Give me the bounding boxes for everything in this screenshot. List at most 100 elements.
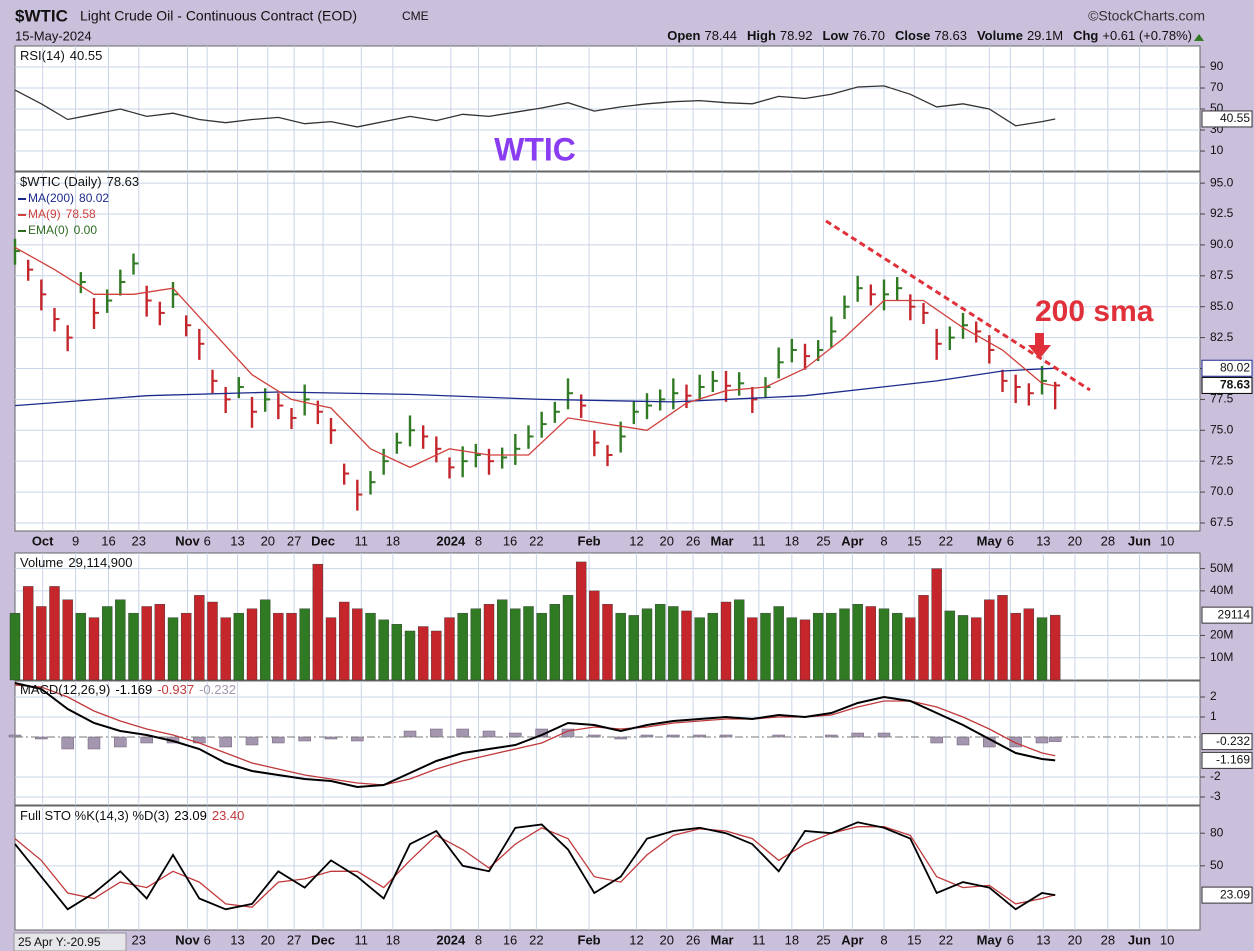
histogram-bar (87, 736, 101, 750)
x-tick-label: 18 (785, 533, 799, 548)
x-tick-label: Jun (1128, 932, 1151, 947)
volume-bar (575, 561, 587, 681)
x-tick-label: 20 (1068, 932, 1082, 947)
volume-bar (839, 608, 850, 681)
value-box (1201, 606, 1253, 624)
volume-bar (299, 608, 310, 681)
quote-value: +0.61 (+0.78%) (1102, 28, 1192, 43)
histogram-bar (877, 732, 891, 738)
x-tick-label: 12 (629, 932, 643, 947)
x-tick-label: May (977, 533, 1003, 548)
x-tick-label: 16 (503, 932, 517, 947)
histogram-bar (509, 732, 522, 738)
y-tick-label: 67.5 (1210, 515, 1234, 529)
volume-bar (1036, 617, 1048, 681)
y-tick-label: 75.0 (1210, 422, 1234, 436)
volume-bar (141, 606, 152, 681)
legend-part: 40.55 (70, 48, 103, 63)
volume-bar (483, 604, 495, 681)
arrow-shaft (1035, 333, 1044, 347)
legend-part: -1.169 (115, 682, 152, 697)
volume-bar (391, 624, 403, 681)
x-tick-label: Feb (578, 533, 601, 548)
volume-bar (707, 612, 719, 681)
y-tick-label: 82.5 (1210, 330, 1234, 344)
volume-bar (865, 606, 877, 681)
k-line (14, 821, 1056, 911)
quote-label: Low (822, 28, 849, 43)
volume-bar (470, 608, 482, 681)
trend-line (825, 219, 1091, 392)
volume-bar (826, 612, 837, 681)
legend-part: EMA(0) (28, 223, 69, 237)
x-tick-label: 6 (204, 932, 211, 947)
x-tick-label: Mar (710, 932, 733, 947)
volume-bar (365, 612, 376, 681)
volume-bar (273, 612, 284, 681)
volume-bar (562, 595, 574, 681)
y-tick-label: 87.5 (1210, 268, 1234, 282)
legend-entry: MACD(12,26,9) -1.169 -0.937 -0.232 (20, 682, 236, 697)
histogram-bar (561, 728, 575, 738)
legend-part: $WTIC (Daily) (20, 174, 102, 189)
x-tick-label: 8 (880, 932, 887, 947)
volume-bar (760, 612, 771, 681)
x-tick-label: 10 (1160, 932, 1174, 947)
histogram-bar (851, 732, 864, 738)
annotation-note: 200 sma (1035, 295, 1154, 328)
volume-bar (444, 617, 455, 681)
x-tick-label: Dec (311, 533, 335, 548)
y-tick-label: 80 (1210, 825, 1224, 839)
volume-bar (931, 568, 942, 681)
x-tick-label: Dec (311, 932, 335, 947)
volume-bar (799, 619, 811, 681)
x-tick-label: Feb (578, 932, 601, 947)
volume-bar (88, 617, 100, 681)
volume-bar (1023, 608, 1035, 681)
x-tick-label: Apr (841, 533, 863, 548)
volume-bar (259, 599, 271, 681)
volume-bar (510, 608, 521, 681)
x-tick-label: 20 (261, 533, 275, 548)
value-box-label: -1.169 (1216, 753, 1250, 767)
panel-background (14, 805, 1201, 931)
panel-background (14, 171, 1201, 532)
legend-part: MA(9) (28, 207, 61, 221)
legend-entry: MA(9) 78.58 (28, 207, 96, 221)
volume-bar (246, 608, 258, 681)
volume-bar (918, 595, 929, 681)
panel-background (14, 680, 1201, 806)
x-tick-label: 23 (132, 932, 146, 947)
x-tick-label: 20 (261, 932, 275, 947)
d-line (14, 826, 1056, 908)
volume-bar (207, 601, 218, 681)
panel: 67.570.072.575.077.580.082.585.087.590.0… (13, 171, 1253, 532)
y-tick-label: 90.0 (1210, 237, 1234, 251)
x-tick-label: 11 (355, 533, 369, 548)
x-tick-label: 6 (1007, 533, 1014, 548)
histogram-bar (245, 736, 259, 746)
x-tick-label: May (977, 932, 1003, 947)
x-tick-label: 23 (132, 533, 146, 548)
histogram-bar (351, 736, 364, 742)
y-tick-label: 90 (1210, 59, 1224, 73)
y-tick-label: 20M (1210, 628, 1233, 642)
value-box (1201, 110, 1253, 128)
moving-average (14, 246, 1056, 469)
volume-bar (786, 617, 798, 681)
volume-bar (905, 617, 916, 681)
histogram-bar (219, 736, 232, 748)
header: $WTIC Light Crude Oil - Continuous Contr… (15, 6, 1205, 43)
legend-part: 29,114,900 (68, 555, 132, 570)
x-tick-label: Jun (1128, 533, 1151, 548)
quote-value: 29.1M (1027, 28, 1063, 43)
volume-bar (733, 599, 745, 681)
quote-label: Close (895, 28, 930, 43)
volume-bar (549, 604, 561, 681)
legend-part: 78.58 (66, 207, 96, 221)
legend-part: 23.40 (212, 808, 245, 823)
panel: 80 50 Full STO %K(14,3) %D(3) 23.09 23.40 23.… (14, 805, 1253, 931)
x-tick-label: 22 (529, 932, 543, 947)
